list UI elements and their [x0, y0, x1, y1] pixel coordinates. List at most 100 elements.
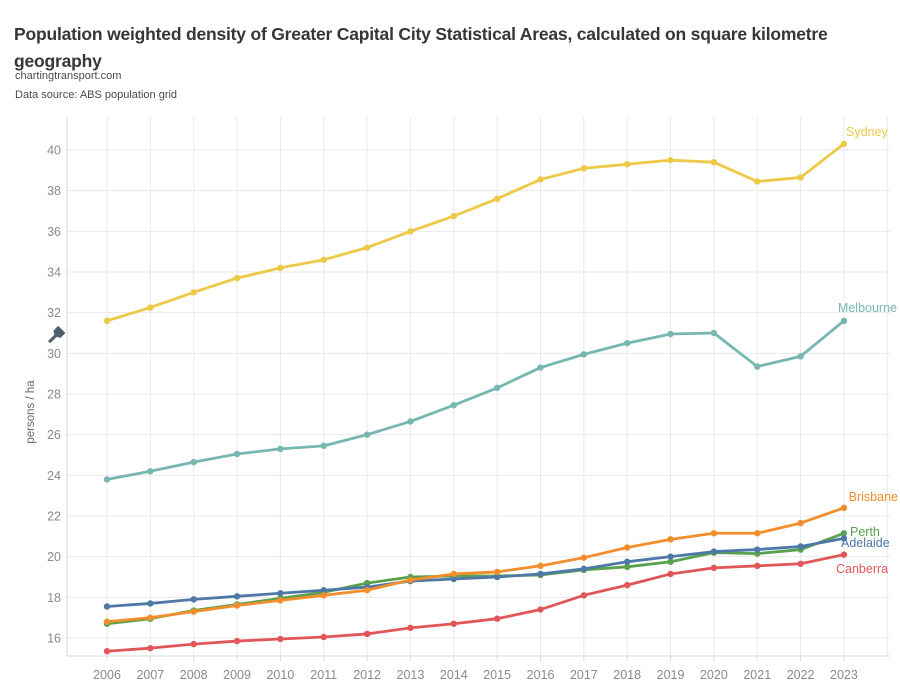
data-point[interactable] [840, 530, 848, 537]
series-line[interactable] [105, 506, 846, 624]
data-point[interactable] [493, 573, 501, 581]
data-point[interactable] [103, 603, 111, 610]
data-point[interactable] [580, 565, 588, 573]
data-point[interactable] [277, 597, 284, 604]
data-point[interactable] [624, 558, 631, 565]
data-point[interactable] [320, 256, 327, 263]
data-point[interactable] [537, 570, 544, 578]
data-point[interactable] [320, 633, 327, 641]
data-point[interactable] [407, 624, 414, 632]
data-point[interactable] [840, 140, 848, 148]
data-point[interactable] [190, 640, 197, 648]
series-line[interactable] [105, 553, 846, 653]
data-point[interactable] [363, 431, 371, 438]
data-point[interactable] [233, 274, 241, 282]
data-point[interactable] [624, 563, 631, 571]
pin-icon[interactable] [48, 325, 66, 344]
data-point[interactable] [147, 304, 154, 311]
data-point[interactable] [493, 384, 501, 392]
series-line[interactable] [105, 142, 846, 323]
data-point[interactable] [320, 442, 327, 450]
data-point[interactable] [667, 536, 674, 543]
data-point[interactable] [797, 353, 804, 360]
data-point[interactable] [624, 161, 631, 168]
data-point[interactable] [710, 548, 718, 555]
data-point[interactable] [840, 551, 848, 558]
data-point[interactable] [103, 648, 111, 655]
data-point[interactable] [667, 156, 674, 164]
data-point[interactable] [233, 450, 241, 458]
data-point[interactable] [754, 546, 761, 553]
data-point[interactable] [363, 630, 371, 638]
data-point[interactable] [450, 570, 457, 578]
data-point[interactable] [580, 351, 588, 358]
data-point[interactable] [667, 558, 674, 565]
data-point[interactable] [493, 568, 501, 576]
data-point[interactable] [797, 543, 804, 550]
data-point[interactable] [840, 535, 848, 542]
data-point[interactable] [103, 476, 111, 483]
data-point[interactable] [754, 562, 761, 570]
series-brisbane[interactable] [103, 504, 848, 625]
data-point[interactable] [233, 637, 241, 645]
data-point[interactable] [103, 618, 111, 625]
data-point[interactable] [450, 212, 457, 220]
data-point[interactable] [624, 581, 631, 589]
data-point[interactable] [754, 178, 761, 185]
data-point[interactable] [277, 635, 284, 643]
data-point[interactable] [277, 264, 284, 272]
series-sydney[interactable] [103, 140, 848, 324]
data-point[interactable] [840, 504, 848, 512]
data-point[interactable] [667, 570, 674, 578]
data-point[interactable] [407, 576, 414, 584]
data-point[interactable] [190, 289, 197, 296]
series-line[interactable] [105, 319, 846, 481]
data-point[interactable] [710, 530, 718, 537]
data-point[interactable] [190, 458, 197, 466]
data-point[interactable] [710, 329, 718, 337]
series-melbourne[interactable] [103, 317, 848, 483]
data-point[interactable] [710, 159, 718, 166]
data-point[interactable] [407, 228, 414, 235]
data-point[interactable] [537, 364, 544, 371]
data-point[interactable] [537, 562, 544, 570]
series-line[interactable] [105, 536, 846, 608]
data-point[interactable] [233, 593, 241, 600]
data-point[interactable] [147, 644, 154, 652]
data-point[interactable] [797, 519, 804, 527]
data-point[interactable] [320, 592, 327, 599]
data-point[interactable] [450, 401, 457, 409]
data-point[interactable] [320, 587, 327, 594]
data-point[interactable] [580, 592, 588, 599]
data-point[interactable] [363, 244, 371, 251]
data-point[interactable] [190, 608, 197, 615]
data-point[interactable] [580, 554, 588, 561]
data-point[interactable] [147, 600, 154, 607]
data-point[interactable] [103, 317, 111, 324]
data-point[interactable] [667, 553, 674, 560]
data-point[interactable] [624, 339, 631, 347]
data-point[interactable] [797, 560, 804, 567]
data-point[interactable] [624, 544, 631, 551]
data-point[interactable] [190, 596, 197, 603]
data-point[interactable] [450, 575, 457, 583]
data-point[interactable] [147, 468, 154, 475]
data-point[interactable] [493, 615, 501, 622]
series-canberra[interactable] [103, 551, 848, 655]
data-point[interactable] [754, 530, 761, 537]
data-point[interactable] [580, 165, 588, 172]
data-point[interactable] [537, 606, 544, 613]
data-point[interactable] [754, 363, 761, 370]
data-point[interactable] [233, 602, 241, 609]
data-point[interactable] [407, 418, 414, 425]
data-point[interactable] [450, 620, 457, 627]
data-point[interactable] [493, 195, 501, 202]
data-point[interactable] [147, 614, 154, 621]
data-point[interactable] [710, 564, 718, 572]
data-point[interactable] [840, 317, 848, 324]
data-point[interactable] [277, 590, 284, 597]
data-point[interactable] [277, 445, 284, 453]
data-point[interactable] [537, 176, 544, 183]
data-point[interactable] [667, 330, 674, 338]
data-point[interactable] [797, 174, 804, 181]
